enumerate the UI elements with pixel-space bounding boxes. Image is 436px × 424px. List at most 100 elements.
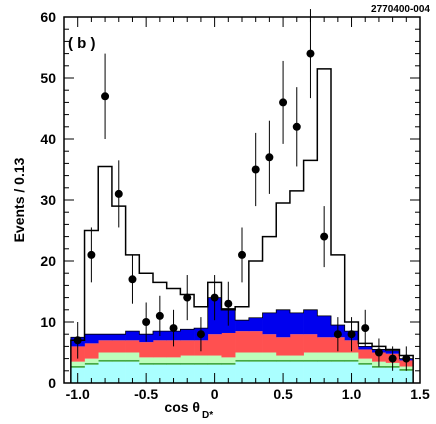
stack-bar-4-8: [180, 329, 195, 341]
stack-bar-1-5: [139, 362, 154, 365]
stack-bar-4-14: [262, 312, 277, 335]
stack-bar-4-13: [248, 317, 263, 332]
stack-bar-2-10: [207, 355, 222, 363]
y-tick-labels: 0 10 20 30 40 50 60: [40, 9, 56, 391]
stack-bar-2-18: [317, 352, 332, 360]
data-point: [224, 299, 233, 308]
data-point: [306, 49, 315, 58]
stack-bar-2-16: [289, 355, 304, 360]
stack-bar-2-6: [153, 357, 167, 363]
y-tick-label: 50: [40, 70, 56, 86]
stack-bar-0-7: [166, 364, 181, 383]
data-point: [114, 189, 123, 198]
stack-bar-2-3: [111, 352, 126, 360]
stack-bar-1-9: [194, 362, 209, 365]
stack-bar-3-16: [289, 334, 304, 356]
stack-bar-0-2: [98, 361, 113, 383]
stack-bar-0-19: [331, 361, 345, 383]
stack-bar-3-17: [303, 334, 318, 353]
panel-label: ( b ): [68, 35, 96, 52]
stack-bar-2-1: [84, 358, 99, 363]
x-tick-label: 0: [211, 386, 219, 402]
stack-bar-1-10: [207, 362, 222, 365]
data-point: [292, 122, 301, 131]
x-tick-label: -0.5: [134, 386, 158, 402]
data-point: [155, 311, 164, 320]
stack-bar-1-12: [235, 359, 250, 362]
data-point: [128, 275, 137, 284]
stack-bar-1-17: [303, 359, 318, 362]
y-tick-label: 60: [40, 9, 56, 25]
data-point: [251, 165, 260, 174]
stack-bar-1-15: [276, 359, 291, 362]
stack-bar-1-16: [289, 359, 304, 362]
stack-bar-0-16: [289, 361, 304, 383]
y-tick-label: 20: [40, 253, 56, 269]
stack-bar-0-6: [153, 364, 167, 383]
stack-bar-2-7: [166, 357, 181, 363]
stack-bar-2-14: [262, 352, 277, 360]
stack-bar-2-0: [70, 361, 85, 366]
stack-bar-2-8: [180, 355, 195, 363]
stack-bar-3-8: [180, 340, 195, 356]
stack-bar-0-1: [84, 364, 99, 383]
stack-bar-1-21: [358, 362, 373, 365]
stack-bar-1-0: [70, 365, 85, 368]
stack-bar-0-4: [125, 361, 140, 383]
stack-bar-2-21: [358, 358, 373, 363]
stack-bar-0-11: [221, 364, 236, 383]
stack-bar-0-13: [248, 361, 263, 383]
stack-bar-1-4: [125, 359, 140, 362]
stack-bar-2-2: [98, 352, 113, 360]
stack-bar-0-14: [262, 361, 277, 383]
stack-bar-1-22: [372, 365, 387, 368]
stack-bar-3-6: [153, 340, 167, 358]
data-point: [87, 250, 96, 259]
stack-bar-1-3: [111, 359, 126, 362]
data-point: [333, 330, 342, 339]
data-point: [73, 336, 82, 345]
stack-bar-0-8: [180, 364, 195, 383]
y-axis-label: Events / 0.13: [11, 157, 27, 242]
stack-bar-2-13: [248, 352, 263, 360]
stack-bar-1-8: [180, 362, 195, 365]
stack-bar-0-22: [372, 367, 387, 383]
stack-bar-0-17: [303, 361, 318, 383]
data-point: [210, 293, 219, 302]
stack-bar-4-21: [358, 346, 373, 350]
stack-bar-0-24: [399, 370, 414, 383]
data-point: [402, 354, 411, 363]
y-tick-label: 10: [40, 314, 56, 330]
stack-bar-4-15: [276, 309, 291, 338]
stack-bar-4-3: [111, 334, 126, 341]
stack-bar-3-10: [207, 334, 222, 356]
data-point: [142, 318, 151, 326]
data-point: [196, 330, 205, 339]
stack-bar-3-7: [166, 340, 181, 358]
stack-bar-4-18: [317, 315, 332, 338]
stack-bar-1-14: [262, 359, 277, 362]
x-axis-label: cos θ D*: [164, 399, 213, 421]
stack-bar-3-21: [358, 349, 373, 359]
data-point: [347, 330, 356, 339]
stack-bar-0-9: [194, 364, 209, 383]
data-point: [265, 153, 274, 162]
x-tick-label: 1.0: [342, 386, 362, 402]
stack-bar-0-23: [385, 367, 400, 383]
stack-bar-2-15: [276, 355, 291, 360]
stack-bar-0-21: [358, 364, 373, 383]
total-prediction-histogram: [70, 68, 414, 383]
stacked-histogram: [70, 297, 414, 383]
stack-bar-1-20: [344, 359, 359, 362]
stack-bar-1-18: [317, 359, 332, 362]
stack-bar-1-13: [248, 359, 263, 362]
data-point: [183, 293, 192, 302]
stack-bar-1-19: [331, 359, 345, 362]
x-tick-label: -1.0: [66, 386, 90, 402]
x-tick-labels: -1.0 -0.5 0 0.5 1.0 1.5: [66, 386, 430, 402]
stack-bar-4-17: [303, 309, 318, 335]
data-point: [169, 324, 178, 333]
stack-outline: [70, 297, 414, 383]
stack-bar-4-16: [289, 312, 304, 335]
